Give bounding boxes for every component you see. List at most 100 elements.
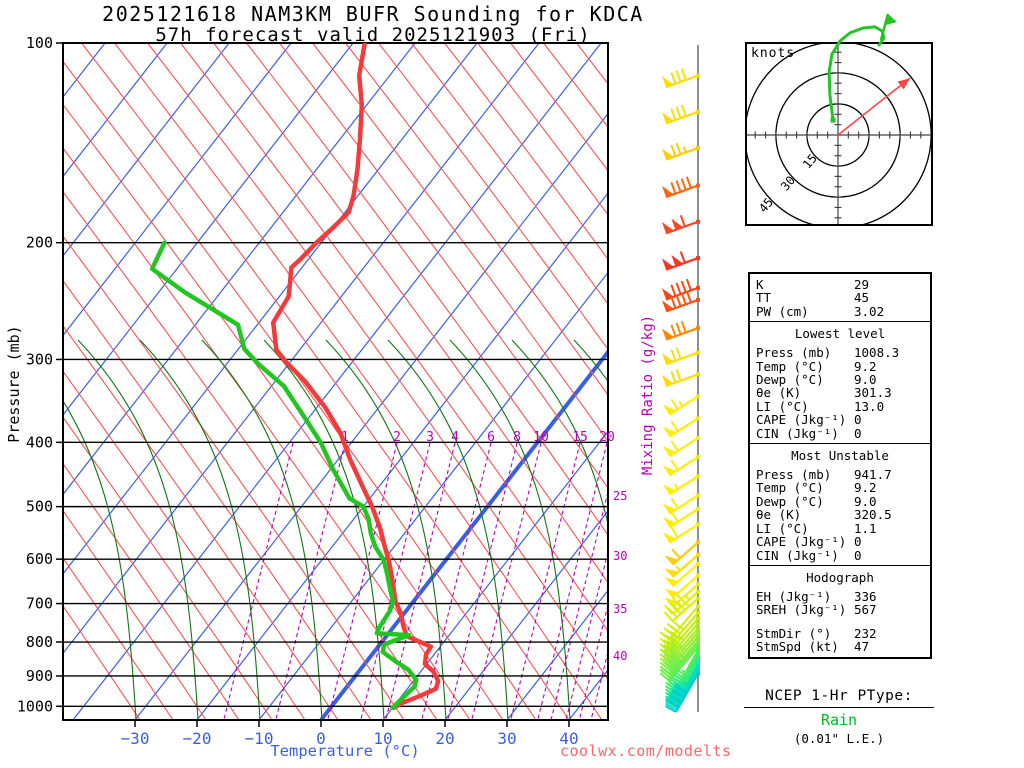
stat-row: K 29 <box>750 277 930 292</box>
wind-barbs <box>659 45 700 713</box>
svg-text:200: 200 <box>26 234 53 252</box>
stat-label: EH (Jkg⁻¹) <box>756 588 832 604</box>
stat-label: CIN (Jkg⁻¹) <box>756 547 839 563</box>
stat-label: StmDir (°) <box>756 625 832 641</box>
stat-row: EH (Jkg⁻¹) 336 <box>750 588 930 604</box>
stat-value: 567 <box>854 602 877 618</box>
svg-text:10: 10 <box>533 430 549 445</box>
stat-value: 0 <box>854 547 862 563</box>
stat-row: StmDir (°) 232 <box>750 625 930 641</box>
stat-label: LI (°C) <box>756 520 809 536</box>
svg-text:400: 400 <box>26 433 53 451</box>
svg-text:15: 15 <box>572 430 588 445</box>
svg-text:100: 100 <box>26 34 53 52</box>
stats-section-title: Hodograph <box>806 569 874 585</box>
stat-label: CAPE (Jkg⁻¹) <box>756 412 847 428</box>
stats-section: Lowest level Press (mb) 1008.3 Temp (°C) 9.2… <box>750 321 930 443</box>
stat-row: CIN (Jkg⁻¹) 0 <box>750 547 930 563</box>
stats-section-title: Most Unstable <box>791 448 889 464</box>
svg-text:30: 30 <box>613 549 627 563</box>
svg-text:20: 20 <box>599 430 615 445</box>
stat-label: θe (K) <box>756 385 802 401</box>
svg-text:−10: −10 <box>245 729 274 748</box>
stat-value: 1.1 <box>854 520 877 536</box>
stat-row: θe (K) 301.3 <box>750 385 930 401</box>
stat-value: 0 <box>854 425 862 441</box>
stat-value: 9.0 <box>854 372 877 388</box>
temperature-ticks: −30 −20 −10 0 10 20 30 40 <box>121 720 579 748</box>
svg-text:500: 500 <box>26 498 53 516</box>
stat-row: Dewp (°C) 9.0 <box>750 493 930 509</box>
watermark: coolwx.com/modelts <box>560 742 732 760</box>
stat-label: CAPE (Jkg⁻¹) <box>756 534 847 550</box>
stat-row: CIN (Jkg⁻¹) 0 <box>750 425 930 441</box>
svg-text:−30: −30 <box>121 729 150 748</box>
stat-value: 0 <box>854 534 862 550</box>
stat-label: Temp (°C) <box>756 480 824 496</box>
stat-row: Temp (°C) 9.2 <box>750 358 930 374</box>
mixing-ratio-axis-label: Mixing Ratio (g/kg) <box>640 314 656 476</box>
pressure-axis-label: Pressure (mb) <box>5 325 23 443</box>
ptype-block: NCEP 1-Hr PType: Rain (0.01" L.E.) <box>744 688 934 746</box>
temperature-curve <box>270 43 441 710</box>
svg-text:−20: −20 <box>183 729 212 748</box>
storm-motion-arrow <box>837 77 911 136</box>
stat-label: K <box>756 277 764 292</box>
stat-label: PW (cm) <box>756 303 809 319</box>
svg-text:45: 45 <box>756 195 776 215</box>
ptype-note: (0.01" L.E.) <box>793 731 885 746</box>
stat-value: 1008.3 <box>854 345 900 361</box>
stat-value: 9.2 <box>854 358 877 374</box>
page-title: 2025121618 NAM3KM BUFR Sounding for KDCA <box>102 2 644 26</box>
svg-text:20: 20 <box>435 729 454 748</box>
svg-text:600: 600 <box>26 550 53 568</box>
svg-text:900: 900 <box>26 667 53 685</box>
stat-value: 232 <box>854 625 877 641</box>
skewt-background <box>63 43 608 720</box>
stats-section: Most Unstable Press (mb) 941.7 Temp (°C) 9.2… <box>750 443 930 565</box>
temperature-axis-label: Temperature (°C) <box>270 742 420 760</box>
stat-label: StmSpd (kt) <box>756 639 839 655</box>
svg-text:10: 10 <box>373 729 392 748</box>
stats-panel: K 29 TT 45 PW (cm) 3.02 Lowest level Press (mb)… <box>748 272 932 659</box>
svg-text:300: 300 <box>26 350 53 368</box>
svg-text:700: 700 <box>26 595 53 613</box>
stat-value: 9.2 <box>854 480 877 496</box>
stat-label: LI (°C) <box>756 398 809 414</box>
stat-label: SREH (Jkg⁻¹) <box>756 602 847 618</box>
ptype-value: Rain <box>820 711 858 729</box>
svg-text:25: 25 <box>613 489 627 503</box>
stat-row: CAPE (Jkg⁻¹) 0 <box>750 412 930 428</box>
stat-value: 29 <box>854 277 870 292</box>
stat-label: Press (mb) <box>756 345 832 361</box>
stat-label: Temp (°C) <box>756 358 824 374</box>
stat-value: 3.02 <box>854 303 885 319</box>
stat-label: Press (mb) <box>756 467 832 483</box>
ptype-heading: NCEP 1-Hr PType: <box>744 688 934 708</box>
svg-text:800: 800 <box>26 633 53 651</box>
stats-section: Hodograph EH (Jkg⁻¹) 336 SREH (Jkg⁻¹) 567 Stm… <box>750 564 930 657</box>
stat-value: 320.5 <box>854 507 892 523</box>
stat-row: LI (°C) 13.0 <box>750 398 930 414</box>
svg-text:30: 30 <box>778 173 798 193</box>
svg-text:6: 6 <box>487 430 495 445</box>
svg-text:4: 4 <box>451 430 459 445</box>
stat-value: 301.3 <box>854 385 892 401</box>
hodograph-units-label: knots <box>751 46 796 61</box>
stat-label: TT <box>756 290 772 306</box>
stat-row: SREH (Jkg⁻¹) 567 <box>750 602 930 618</box>
stat-row: Press (mb) 941.7 <box>750 467 930 483</box>
stat-value: 0 <box>854 412 862 428</box>
stat-row: CAPE (Jkg⁻¹) 0 <box>750 534 930 550</box>
stat-row: PW (cm) 3.02 <box>750 303 930 319</box>
stat-label: Dewp (°C) <box>756 493 824 509</box>
stat-row: TT 45 <box>750 290 930 306</box>
stats-section: K 29 TT 45 PW (cm) 3.02 <box>750 274 930 321</box>
svg-text:35: 35 <box>613 602 627 616</box>
svg-text:1: 1 <box>341 430 349 445</box>
stat-value: 9.0 <box>854 493 877 509</box>
stat-value: 13.0 <box>854 398 885 414</box>
stat-label: Dewp (°C) <box>756 372 824 388</box>
pressure-gridlines: 100 200 300 400 500 600 700 800 900 1000 <box>17 34 608 715</box>
